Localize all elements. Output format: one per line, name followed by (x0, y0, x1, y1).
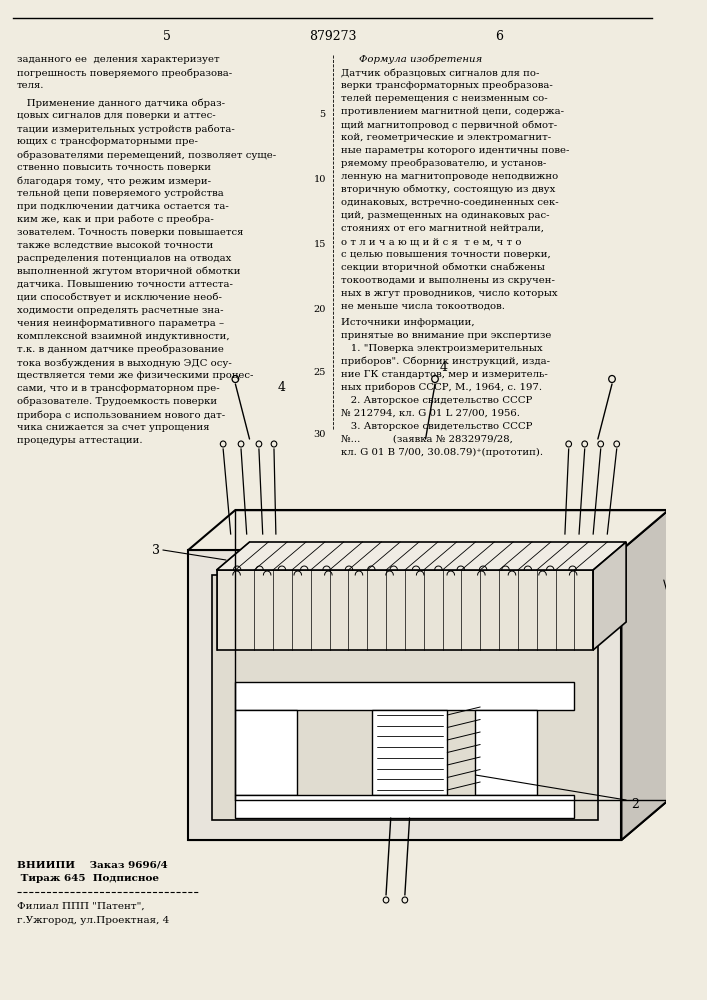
Text: 4: 4 (440, 361, 448, 374)
Text: 5: 5 (320, 110, 326, 119)
Bar (235, 795, 574, 818)
Bar (372, 710, 448, 795)
Text: Источники информации,: Источники информации, (341, 318, 474, 327)
Text: ВНИИПИ    Заказ 9696/4: ВНИИПИ Заказ 9696/4 (17, 860, 168, 869)
Bar (235, 682, 574, 710)
Text: не меньше числа токоотводов.: не меньше числа токоотводов. (341, 302, 505, 311)
Text: 3: 3 (152, 544, 160, 556)
Text: Формула изобретения: Формула изобретения (359, 55, 482, 64)
Text: ющих с трансформаторными пре-: ющих с трансформаторными пре- (17, 137, 198, 146)
Text: 6: 6 (495, 30, 503, 43)
Text: образователями перемещений, позволяет суще-: образователями перемещений, позволяет су… (17, 150, 276, 159)
Text: 5: 5 (163, 30, 170, 43)
Text: верки трансформаторных преобразова-: верки трансформаторных преобразова- (341, 81, 553, 91)
Text: кой, геометрические и электромагнит-: кой, геометрические и электромагнит- (341, 133, 551, 142)
Text: 879273: 879273 (310, 30, 357, 43)
Text: № 212794, кл. G 01 L 27/00, 1956.: № 212794, кл. G 01 L 27/00, 1956. (341, 409, 520, 418)
Text: распределения потенциалов на отводах: распределения потенциалов на отводах (17, 254, 231, 263)
Text: вторичную обмотку, состоящую из двух: вторичную обмотку, состоящую из двух (341, 185, 555, 194)
Text: 1: 1 (706, 708, 707, 722)
Text: зователем. Точность поверки повышается: зователем. Точность поверки повышается (17, 228, 243, 237)
Text: Применение данного датчика образ-: Применение данного датчика образ- (17, 98, 225, 107)
Text: теля.: теля. (17, 81, 45, 90)
Text: №...          (заявка № 2832979/28,: №... (заявка № 2832979/28, (341, 435, 513, 444)
Text: 15: 15 (313, 240, 326, 249)
Text: прибора с использованием нового дат-: прибора с использованием нового дат- (17, 410, 225, 420)
Text: кл. G 01 B 7/00, 30.08.79)⁺(прототип).: кл. G 01 B 7/00, 30.08.79)⁺(прототип). (341, 448, 543, 457)
Text: ние ГК стандартов, мер и измеритель-: ние ГК стандартов, мер и измеритель- (341, 370, 548, 379)
Text: с целью повышения точности поверки,: с целью повышения точности поверки, (341, 250, 551, 259)
Text: ных в жгут проводников, число которых: ных в жгут проводников, число которых (341, 289, 557, 298)
Text: 25: 25 (313, 368, 326, 377)
Text: погрешность поверяемого преобразова-: погрешность поверяемого преобразова- (17, 68, 232, 78)
Text: о т л и ч а ю щ и й с я  т е м, ч т о: о т л и ч а ю щ и й с я т е м, ч т о (341, 237, 521, 246)
Bar (216, 570, 593, 650)
Bar (212, 575, 598, 820)
Text: ряемому преобразователю, и установ-: ряемому преобразователю, и установ- (341, 159, 546, 168)
Text: 4: 4 (278, 381, 286, 394)
Text: телей перемещения с неизменным со-: телей перемещения с неизменным со- (341, 94, 547, 103)
Text: 10: 10 (313, 175, 326, 184)
Text: ции способствует и исключение необ-: ции способствует и исключение необ- (17, 293, 222, 302)
Bar (188, 550, 621, 840)
Text: выполненной жгутом вторичной обмотки: выполненной жгутом вторичной обмотки (17, 267, 240, 276)
Text: секции вторичной обмотки снабжены: секции вторичной обмотки снабжены (341, 263, 544, 272)
Text: датчика. Повышению точности аттеста-: датчика. Повышению точности аттеста- (17, 280, 233, 289)
Text: тельной цепи поверяемого устройства: тельной цепи поверяемого устройства (17, 189, 223, 198)
Text: токоотводами и выполнены из скручен-: токоотводами и выполнены из скручен- (341, 276, 555, 285)
Text: ных приборов СССР, М., 1964, с. 197.: ных приборов СССР, М., 1964, с. 197. (341, 383, 542, 392)
Text: тации измерительных устройств работа-: тации измерительных устройств работа- (17, 124, 235, 133)
Text: ций, размещенных на одинаковых рас-: ций, размещенных на одинаковых рас- (341, 211, 549, 220)
Polygon shape (188, 800, 669, 840)
Bar (476, 710, 537, 795)
Polygon shape (188, 510, 669, 550)
Text: ществляется теми же физическими процес-: ществляется теми же физическими процес- (17, 371, 253, 380)
Text: также вследствие высокой точности: также вследствие высокой точности (17, 241, 214, 250)
Text: при подключении датчика остается та-: при подключении датчика остается та- (17, 202, 228, 211)
Text: цовых сигналов для поверки и аттес-: цовых сигналов для поверки и аттес- (17, 111, 216, 120)
Text: ходимости определять расчетные зна-: ходимости определять расчетные зна- (17, 306, 223, 315)
Text: благодаря тому, что режим измери-: благодаря тому, что режим измери- (17, 176, 211, 186)
Text: 3. Авторское свидетельство СССР: 3. Авторское свидетельство СССР (341, 422, 532, 431)
Text: г.Ужгород, ул.Проектная, 4: г.Ужгород, ул.Проектная, 4 (17, 916, 169, 925)
Text: приборов". Сборник инструкций, изда-: приборов". Сборник инструкций, изда- (341, 357, 550, 366)
Text: чения неинформативного параметра –: чения неинформативного параметра – (17, 319, 224, 328)
Text: 1. "Поверка электроизмерительных: 1. "Поверка электроизмерительных (341, 344, 542, 353)
Text: 20: 20 (313, 305, 326, 314)
Text: образователе. Трудоемкость поверки: образователе. Трудоемкость поверки (17, 397, 217, 406)
Text: ким же, как и при работе с преобра-: ким же, как и при работе с преобра- (17, 215, 214, 225)
Text: ленную на магнитопроводе неподвижно: ленную на магнитопроводе неподвижно (341, 172, 558, 181)
Text: тока возбуждения в выходную ЭДС осу-: тока возбуждения в выходную ЭДС осу- (17, 358, 232, 367)
Text: Тираж 645  Подписное: Тираж 645 Подписное (17, 874, 159, 883)
Text: сами, что и в трансформаторном пре-: сами, что и в трансформаторном пре- (17, 384, 220, 393)
Text: 2: 2 (631, 798, 638, 812)
Text: заданного ее  деления характеризует: заданного ее деления характеризует (17, 55, 220, 64)
Polygon shape (621, 510, 669, 840)
Text: одинаковых, встречно-соединенных сек-: одинаковых, встречно-соединенных сек- (341, 198, 559, 207)
Text: противлением магнитной цепи, содержа-: противлением магнитной цепи, содержа- (341, 107, 564, 116)
Text: ные параметры которого идентичны пове-: ные параметры которого идентичны пове- (341, 146, 569, 155)
Text: Филиал ППП "Патент",: Филиал ППП "Патент", (17, 902, 144, 911)
Polygon shape (593, 542, 626, 650)
Text: Датчик образцовых сигналов для по-: Датчик образцовых сигналов для по- (341, 68, 539, 78)
Polygon shape (216, 542, 626, 570)
Text: чика снижается за счет упрощения: чика снижается за счет упрощения (17, 423, 209, 432)
Text: процедуры аттестации.: процедуры аттестации. (17, 436, 143, 445)
Text: стояниях от его магнитной нейтрали,: стояниях от его магнитной нейтрали, (341, 224, 544, 233)
Bar (235, 710, 297, 795)
Text: ственно повысить точность поверки: ственно повысить точность поверки (17, 163, 211, 172)
Text: т.к. в данном датчике преобразование: т.к. в данном датчике преобразование (17, 345, 224, 355)
Text: комплексной взаимной индуктивности,: комплексной взаимной индуктивности, (17, 332, 230, 341)
Text: принятые во внимание при экспертизе: принятые во внимание при экспертизе (341, 331, 551, 340)
Text: щий магнитопровод с первичной обмот-: щий магнитопровод с первичной обмот- (341, 120, 557, 129)
Text: 2. Авторское свидетельство СССР: 2. Авторское свидетельство СССР (341, 396, 532, 405)
Text: 30: 30 (313, 430, 326, 439)
